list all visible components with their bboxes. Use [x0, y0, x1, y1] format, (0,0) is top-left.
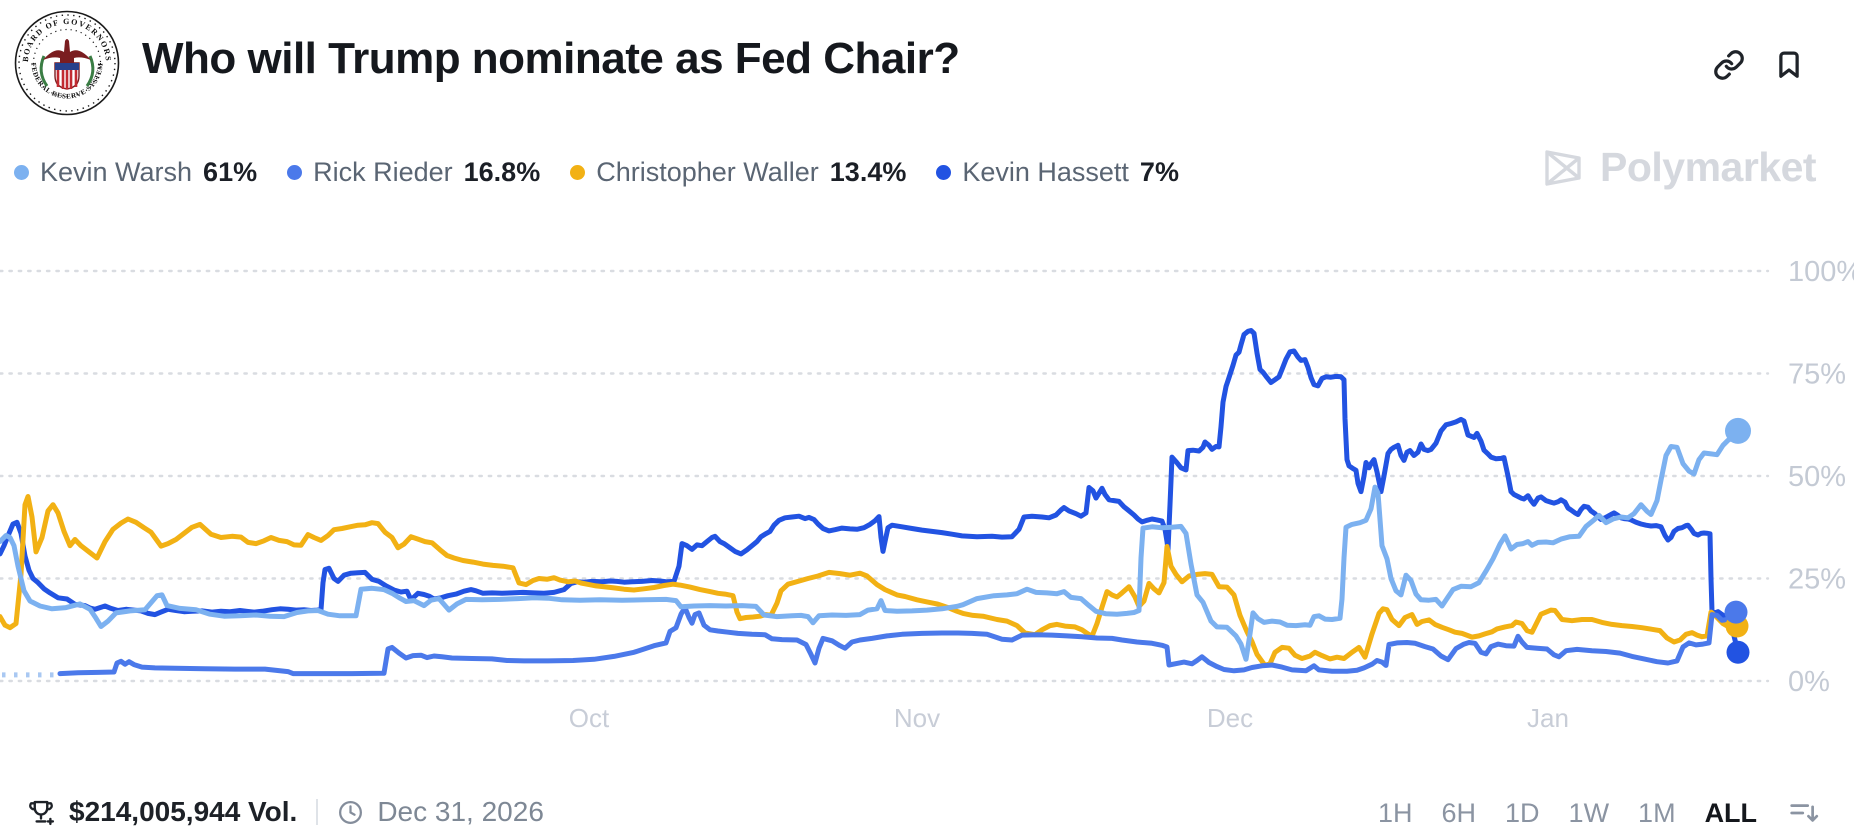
- legend-item-rick-rieder[interactable]: Rick Rieder 16.8%: [287, 157, 540, 188]
- y-tick-label: 100%: [1788, 256, 1854, 288]
- y-tick-label: 25%: [1788, 564, 1846, 596]
- legend-value: 16.8%: [463, 156, 541, 187]
- legend-value: 13.4%: [829, 156, 907, 187]
- series-line-kevin-warsh: [0, 428, 1741, 662]
- range-1h-button[interactable]: 1H: [1378, 797, 1413, 828]
- range-1d-button[interactable]: 1D: [1505, 797, 1540, 828]
- series-end-dot-rick-rieder: [1724, 600, 1748, 624]
- footer-stats: $214,005,944 Vol. Dec 31, 2026: [26, 796, 544, 828]
- range-all-button[interactable]: ALL: [1704, 797, 1758, 828]
- divider: [316, 799, 319, 825]
- federal-reserve-seal-icon: BOARD OF GOVERNORS FEDERAL RESERVE SYSTE…: [14, 10, 120, 116]
- legend-name: Kevin Warsh: [40, 156, 193, 187]
- legend-name: Rick Rieder: [313, 156, 453, 187]
- range-6h-button[interactable]: 6H: [1441, 797, 1477, 828]
- x-tick-label: Jan: [1527, 703, 1569, 733]
- legend-item-kevin-hassett[interactable]: Kevin Hassett 7%: [936, 157, 1179, 188]
- y-tick-label: 50%: [1788, 461, 1846, 493]
- legend-value: 61%: [203, 156, 258, 187]
- bookmark-button[interactable]: [1772, 48, 1806, 82]
- sort-button[interactable]: [1786, 796, 1822, 830]
- x-tick-label: Oct: [569, 703, 610, 733]
- legend-dot-christopher-waller: [570, 164, 586, 180]
- legend-dot-rick-rieder: [287, 164, 303, 180]
- end-date-text: Dec 31, 2026: [377, 796, 544, 827]
- x-tick-label: Dec: [1207, 703, 1253, 733]
- clock-icon: [339, 800, 363, 824]
- range-1m-button[interactable]: 1M: [1638, 797, 1676, 828]
- page-title: Who will Trump nominate as Fed Chair?: [142, 34, 960, 83]
- header-actions: [1712, 48, 1806, 82]
- volume-text: $214,005,944 Vol.: [69, 796, 298, 827]
- series-line-rick-rieder: [57, 605, 1739, 677]
- series-end-dot-kevin-hassett: [1726, 640, 1750, 664]
- legend-dot-kevin-warsh: [14, 164, 29, 180]
- legend: Kevin Warsh 61% Rick Rieder 16.8% Christ…: [14, 154, 1179, 190]
- trophy-icon: [29, 800, 55, 826]
- y-tick-label: 0%: [1788, 666, 1830, 698]
- legend-dot-kevin-hassett: [936, 164, 952, 180]
- x-tick-label: Nov: [894, 703, 940, 733]
- y-tick-label: 75%: [1788, 359, 1846, 391]
- legend-name: Kevin Hassett: [962, 156, 1129, 187]
- series-line-kevin-hassett: [0, 328, 1741, 655]
- copy-link-button[interactable]: [1712, 48, 1746, 82]
- polymarket-watermark: Polymarket: [1540, 144, 1817, 191]
- legend-item-kevin-warsh[interactable]: Kevin Warsh 61%: [14, 157, 257, 188]
- link-icon: [1714, 50, 1744, 80]
- chart-controls: 1H 6H 1D 1W 1M ALL: [1378, 796, 1854, 830]
- legend-item-christopher-waller[interactable]: Christopher Waller 13.4%: [570, 157, 906, 188]
- polymarket-logo-icon: [1545, 149, 1581, 186]
- range-1w-button[interactable]: 1W: [1568, 797, 1610, 828]
- sort-descending-icon: [1790, 804, 1819, 822]
- series-end-dot-kevin-warsh: [1725, 417, 1751, 444]
- legend-name: Christopher Waller: [596, 156, 819, 187]
- bookmark-icon: [1779, 51, 1799, 78]
- legend-value: 7%: [1139, 156, 1179, 187]
- series-line-christopher-waller: [0, 494, 1740, 668]
- polymarket-wordmark: Polymarket: [1600, 144, 1817, 190]
